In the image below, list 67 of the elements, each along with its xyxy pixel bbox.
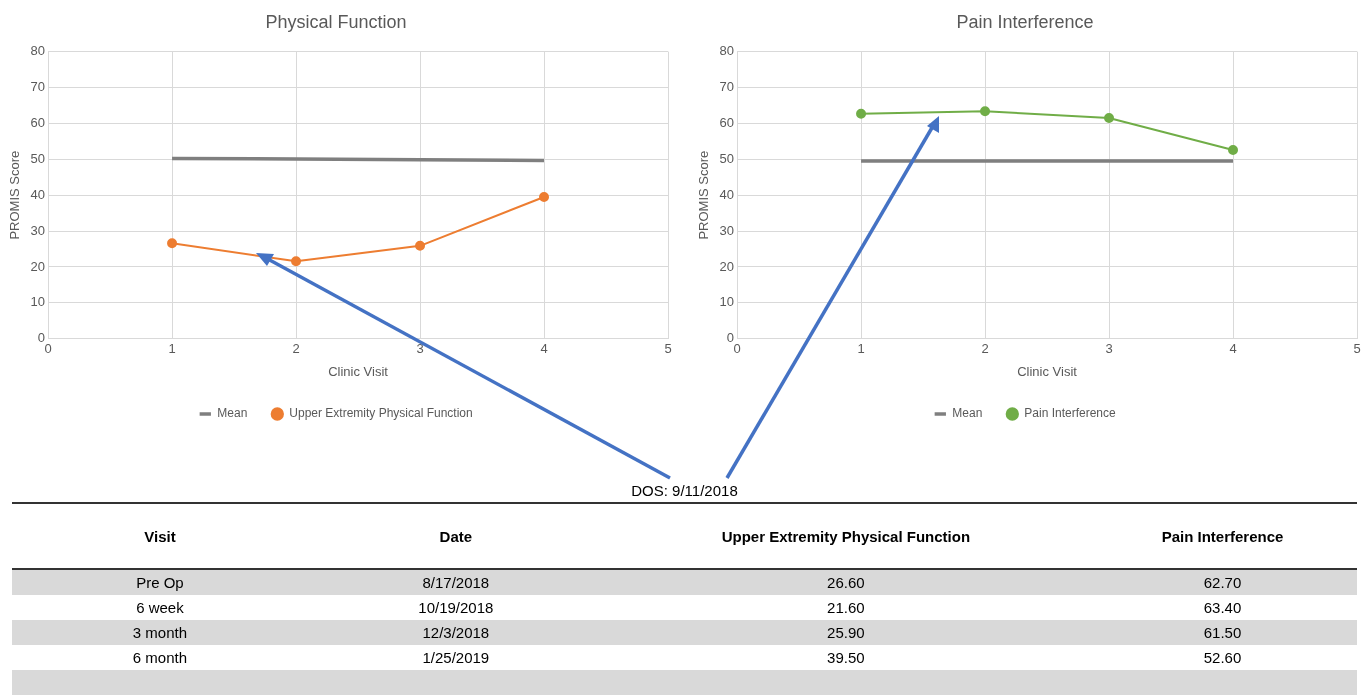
x-tick-label: 1 (168, 341, 176, 357)
x-tick-label: 2 (981, 341, 989, 357)
y-tick-label: 20 (30, 258, 46, 274)
y-tick-label: 50 (30, 150, 46, 166)
y-tick-label: 60 (719, 114, 735, 130)
data-label: 26.60 (603, 569, 1088, 595)
point (856, 108, 867, 119)
data-label: 25.90 (603, 620, 1088, 645)
x-tick-label: 5 (1353, 341, 1361, 357)
data-label: 12/3/2018 (307, 620, 604, 645)
point (415, 240, 426, 251)
text: DOS: 9/11/2018 (630, 482, 739, 499)
point (539, 192, 550, 202)
chart-title: Pain Interference (956, 11, 1094, 32)
y-tick-label: 40 (30, 186, 46, 202)
data-label: 21.60 (826, 598, 866, 618)
y-tick-label: 30 (719, 222, 735, 238)
data-label: 62.70 (1087, 569, 1357, 595)
x-tick-label: 4 (1229, 341, 1237, 357)
y-tick-label: 80 (719, 43, 735, 59)
y-tick-label: 70 (30, 79, 46, 95)
point (291, 256, 302, 267)
legend-label: Mean (217, 406, 248, 421)
x-tick-label: 5 (664, 341, 672, 357)
data-label: 8/17/2018 (307, 569, 604, 595)
y-tick-label: 10 (30, 294, 46, 310)
data-label: 52.60 (1202, 648, 1243, 668)
chart-title: Physical Function (265, 11, 407, 32)
x-axis-title: Clinic Visit (328, 363, 389, 379)
category-label: 6 month (131, 648, 189, 668)
legend-label: Mean (952, 406, 983, 421)
x-tick-label: 3 (1105, 341, 1113, 357)
data-label: 61.50 (1087, 620, 1357, 645)
y-tick-label: 10 (719, 294, 735, 310)
data-label: 1/25/2019 (421, 648, 491, 668)
data-label: 39.50 (826, 648, 866, 668)
y-tick-label: 80 (30, 43, 46, 59)
y-axis-title: PROMIS Score (696, 150, 712, 240)
y-tick-label: 60 (30, 114, 46, 130)
y-tick-label: 0 (726, 330, 735, 346)
series-label: Upper Extremity Physical Function (603, 503, 1088, 569)
category-label: 6 week (135, 598, 185, 618)
x-tick-label: 3 (416, 341, 424, 357)
y-tick-label: 50 (719, 150, 735, 166)
x-tick-label: 2 (292, 341, 300, 357)
y-tick-label: 40 (719, 186, 735, 202)
y-tick-label: 0 (37, 330, 46, 346)
category-label: 3 month (12, 620, 308, 645)
y-tick-label: 20 (719, 258, 735, 274)
data-label: 10/19/2018 (417, 598, 495, 618)
text: Date (307, 503, 604, 569)
point (167, 238, 178, 249)
category-label: Pre Op (12, 569, 308, 595)
point (1104, 113, 1115, 124)
y-tick-label: 30 (30, 222, 46, 238)
legend-label: Upper Extremity Physical Function (289, 406, 473, 421)
y-tick-label: 70 (719, 79, 735, 95)
legend-label: Pain Interference (1024, 406, 1117, 421)
y-axis-title: PROMIS Score (7, 150, 23, 240)
point (980, 106, 991, 117)
point (1228, 144, 1239, 155)
series-label: Pain Interference (1087, 503, 1357, 569)
x-tick-label: 1 (857, 341, 865, 357)
text: Visit (12, 503, 308, 569)
x-axis-title: Clinic Visit (1017, 363, 1078, 379)
x-tick-label: 4 (540, 341, 548, 357)
data-label: 63.40 (1202, 598, 1243, 618)
